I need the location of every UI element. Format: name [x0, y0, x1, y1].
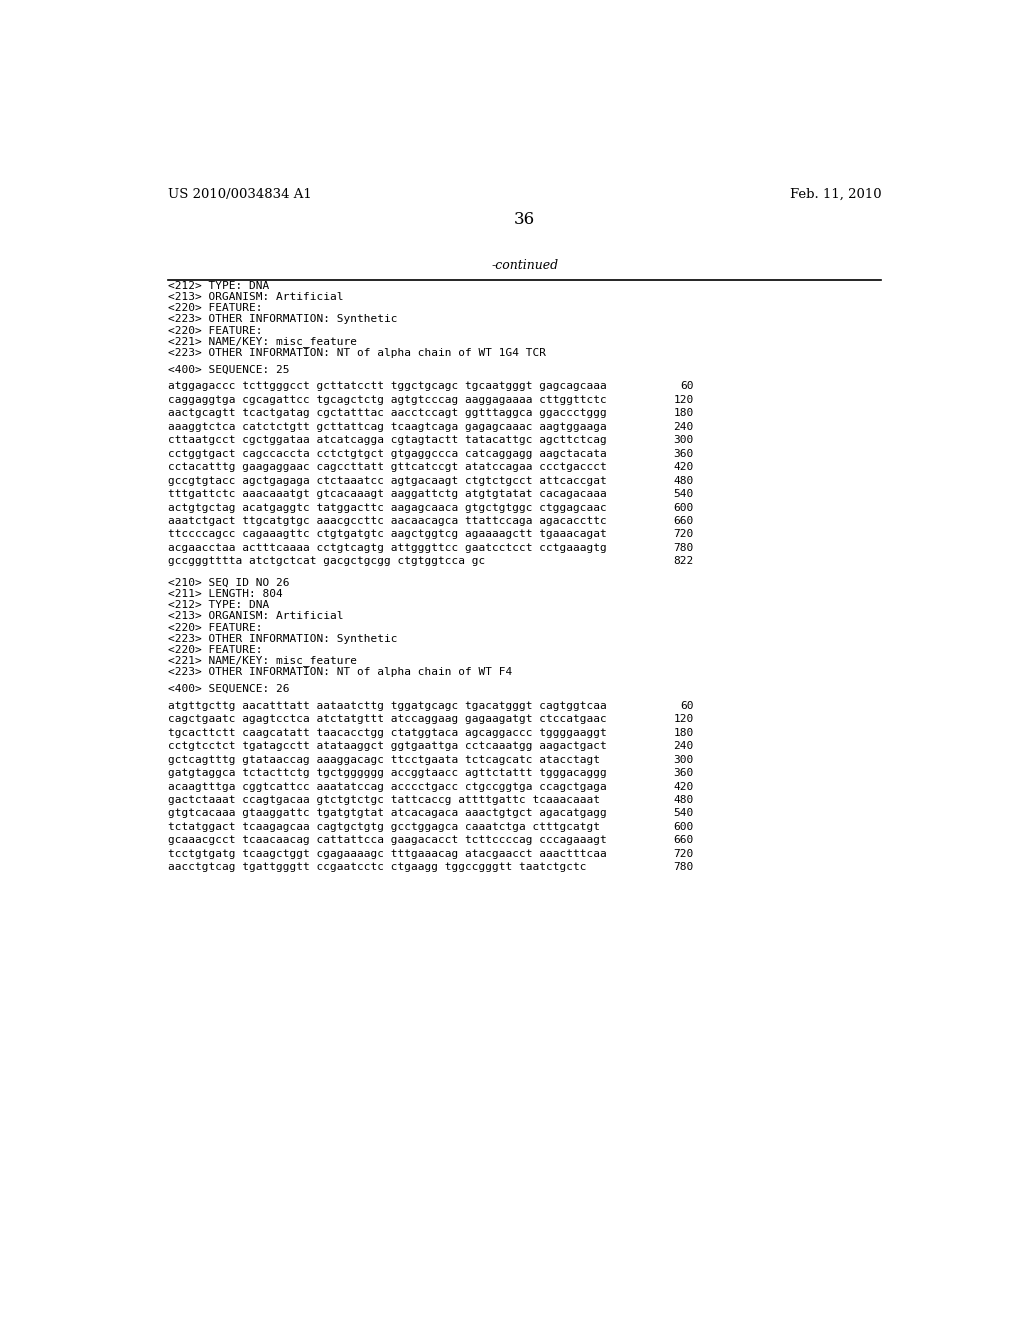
- Text: tctatggact tcaagagcaa cagtgctgtg gcctggagca caaatctga ctttgcatgt: tctatggact tcaagagcaa cagtgctgtg gcctgga…: [168, 822, 600, 832]
- Text: 60: 60: [680, 381, 693, 391]
- Text: <210> SEQ ID NO 26: <210> SEQ ID NO 26: [168, 578, 290, 587]
- Text: 300: 300: [674, 755, 693, 764]
- Text: cttaatgcct cgctggataa atcatcagga cgtagtactt tatacattgc agcttctcag: cttaatgcct cgctggataa atcatcagga cgtagta…: [168, 436, 607, 445]
- Text: 660: 660: [674, 516, 693, 525]
- Text: atggagaccc tcttgggcct gcttatcctt tggctgcagc tgcaatgggt gagcagcaaa: atggagaccc tcttgggcct gcttatcctt tggctgc…: [168, 381, 607, 391]
- Text: ttccccagcc cagaaagttc ctgtgatgtc aagctggtcg agaaaagctt tgaaacagat: ttccccagcc cagaaagttc ctgtgatgtc aagctgg…: [168, 529, 607, 540]
- Text: 540: 540: [674, 488, 693, 499]
- Text: 780: 780: [674, 862, 693, 873]
- Text: 780: 780: [674, 543, 693, 553]
- Text: tttgattctc aaacaaatgt gtcacaaagt aaggattctg atgtgtatat cacagacaaa: tttgattctc aaacaaatgt gtcacaaagt aaggatt…: [168, 488, 607, 499]
- Text: gccgtgtacc agctgagaga ctctaaatcc agtgacaagt ctgtctgcct attcaccgat: gccgtgtacc agctgagaga ctctaaatcc agtgaca…: [168, 475, 607, 486]
- Text: gtgtcacaaa gtaaggattc tgatgtgtat atcacagaca aaactgtgct agacatgagg: gtgtcacaaa gtaaggattc tgatgtgtat atcacag…: [168, 808, 607, 818]
- Text: US 2010/0034834 A1: US 2010/0034834 A1: [168, 187, 312, 201]
- Text: tgcacttctt caagcatatt taacacctgg ctatggtaca agcaggaccc tggggaaggt: tgcacttctt caagcatatt taacacctgg ctatggt…: [168, 727, 607, 738]
- Text: 600: 600: [674, 822, 693, 832]
- Text: gccgggtttta atctgctcat gacgctgcgg ctgtggtcca gc: gccgggtttta atctgctcat gacgctgcgg ctgtgg…: [168, 557, 485, 566]
- Text: <223> OTHER INFORMATION: NT of alpha chain of WT F4: <223> OTHER INFORMATION: NT of alpha cha…: [168, 668, 513, 677]
- Text: acaagtttga cggtcattcc aaatatccag acccctgacc ctgccggtga ccagctgaga: acaagtttga cggtcattcc aaatatccag acccctg…: [168, 781, 607, 792]
- Text: Feb. 11, 2010: Feb. 11, 2010: [790, 187, 882, 201]
- Text: <400> SEQUENCE: 25: <400> SEQUENCE: 25: [168, 364, 290, 375]
- Text: <223> OTHER INFORMATION: Synthetic: <223> OTHER INFORMATION: Synthetic: [168, 634, 397, 644]
- Text: 480: 480: [674, 795, 693, 805]
- Text: 36: 36: [514, 211, 536, 227]
- Text: caggaggtga cgcagattcc tgcagctctg agtgtcccag aaggagaaaa cttggttctc: caggaggtga cgcagattcc tgcagctctg agtgtcc…: [168, 395, 607, 405]
- Text: 180: 180: [674, 408, 693, 418]
- Text: 720: 720: [674, 849, 693, 859]
- Text: <220> FEATURE:: <220> FEATURE:: [168, 304, 263, 313]
- Text: <400> SEQUENCE: 26: <400> SEQUENCE: 26: [168, 684, 290, 694]
- Text: cagctgaatc agagtcctca atctatgttt atccaggaag gagaagatgt ctccatgaac: cagctgaatc agagtcctca atctatgttt atccagg…: [168, 714, 607, 725]
- Text: aaaggtctca catctctgtt gcttattcag tcaagtcaga gagagcaaac aagtggaaga: aaaggtctca catctctgtt gcttattcag tcaagtc…: [168, 421, 607, 432]
- Text: <212> TYPE: DNA: <212> TYPE: DNA: [168, 601, 269, 610]
- Text: 360: 360: [674, 449, 693, 458]
- Text: 420: 420: [674, 462, 693, 473]
- Text: tcctgtgatg tcaagctggt cgagaaaagc tttgaaacag atacgaacct aaactttcaa: tcctgtgatg tcaagctggt cgagaaaagc tttgaaa…: [168, 849, 607, 859]
- Text: <223> OTHER INFORMATION: Synthetic: <223> OTHER INFORMATION: Synthetic: [168, 314, 397, 325]
- Text: <220> FEATURE:: <220> FEATURE:: [168, 623, 263, 632]
- Text: 300: 300: [674, 436, 693, 445]
- Text: cctggtgact cagccaccta cctctgtgct gtgaggccca catcaggagg aagctacata: cctggtgact cagccaccta cctctgtgct gtgaggc…: [168, 449, 607, 458]
- Text: 120: 120: [674, 395, 693, 405]
- Text: gcaaacgcct tcaacaacag cattattcca gaagacacct tcttccccag cccagaaagt: gcaaacgcct tcaacaacag cattattcca gaagaca…: [168, 836, 607, 845]
- Text: atgttgcttg aacatttatt aataatcttg tggatgcagc tgacatgggt cagtggtcaa: atgttgcttg aacatttatt aataatcttg tggatgc…: [168, 701, 607, 710]
- Text: 480: 480: [674, 475, 693, 486]
- Text: 240: 240: [674, 421, 693, 432]
- Text: 600: 600: [674, 503, 693, 512]
- Text: 360: 360: [674, 768, 693, 777]
- Text: 822: 822: [674, 557, 693, 566]
- Text: aactgcagtt tcactgatag cgctatttac aacctccagt ggtttaggca ggaccctggg: aactgcagtt tcactgatag cgctatttac aacctcc…: [168, 408, 607, 418]
- Text: 60: 60: [680, 701, 693, 710]
- Text: <221> NAME/KEY: misc_feature: <221> NAME/KEY: misc_feature: [168, 335, 357, 347]
- Text: aaatctgact ttgcatgtgc aaacgccttc aacaacagca ttattccaga agacaccttc: aaatctgact ttgcatgtgc aaacgccttc aacaaca…: [168, 516, 607, 525]
- Text: 180: 180: [674, 727, 693, 738]
- Text: 120: 120: [674, 714, 693, 725]
- Text: 240: 240: [674, 741, 693, 751]
- Text: <221> NAME/KEY: misc_feature: <221> NAME/KEY: misc_feature: [168, 655, 357, 667]
- Text: 540: 540: [674, 808, 693, 818]
- Text: <213> ORGANISM: Artificial: <213> ORGANISM: Artificial: [168, 292, 344, 302]
- Text: <223> OTHER INFORMATION: NT of alpha chain of WT 1G4 TCR: <223> OTHER INFORMATION: NT of alpha cha…: [168, 348, 546, 358]
- Text: cctgtcctct tgatagcctt atataaggct ggtgaattga cctcaaatgg aagactgact: cctgtcctct tgatagcctt atataaggct ggtgaat…: [168, 741, 607, 751]
- Text: gatgtaggca tctacttctg tgctgggggg accggtaacc agttctattt tgggacaggg: gatgtaggca tctacttctg tgctgggggg accggta…: [168, 768, 607, 777]
- Text: <212> TYPE: DNA: <212> TYPE: DNA: [168, 281, 269, 290]
- Text: 660: 660: [674, 836, 693, 845]
- Text: <211> LENGTH: 804: <211> LENGTH: 804: [168, 589, 283, 599]
- Text: cctacatttg gaagaggaac cagccttatt gttcatccgt atatccagaa ccctgaccct: cctacatttg gaagaggaac cagccttatt gttcatc…: [168, 462, 607, 473]
- Text: 720: 720: [674, 529, 693, 540]
- Text: -continued: -continued: [492, 259, 558, 272]
- Text: gctcagtttg gtataaccag aaaggacagc ttcctgaata tctcagcatc atacctagt: gctcagtttg gtataaccag aaaggacagc ttcctga…: [168, 755, 600, 764]
- Text: 420: 420: [674, 781, 693, 792]
- Text: <220> FEATURE:: <220> FEATURE:: [168, 645, 263, 655]
- Text: gactctaaat ccagtgacaa gtctgtctgc tattcaccg attttgattc tcaaacaaat: gactctaaat ccagtgacaa gtctgtctgc tattcac…: [168, 795, 600, 805]
- Text: <220> FEATURE:: <220> FEATURE:: [168, 326, 263, 335]
- Text: actgtgctag acatgaggtc tatggacttc aagagcaaca gtgctgtggc ctggagcaac: actgtgctag acatgaggtc tatggacttc aagagca…: [168, 503, 607, 512]
- Text: acgaacctaa actttcaaaa cctgtcagtg attgggttcc gaatcctcct cctgaaagtg: acgaacctaa actttcaaaa cctgtcagtg attgggt…: [168, 543, 607, 553]
- Text: <213> ORGANISM: Artificial: <213> ORGANISM: Artificial: [168, 611, 344, 622]
- Text: aacctgtcag tgattgggtt ccgaatcctc ctgaagg tggccgggtt taatctgctc: aacctgtcag tgattgggtt ccgaatcctc ctgaagg…: [168, 862, 587, 873]
